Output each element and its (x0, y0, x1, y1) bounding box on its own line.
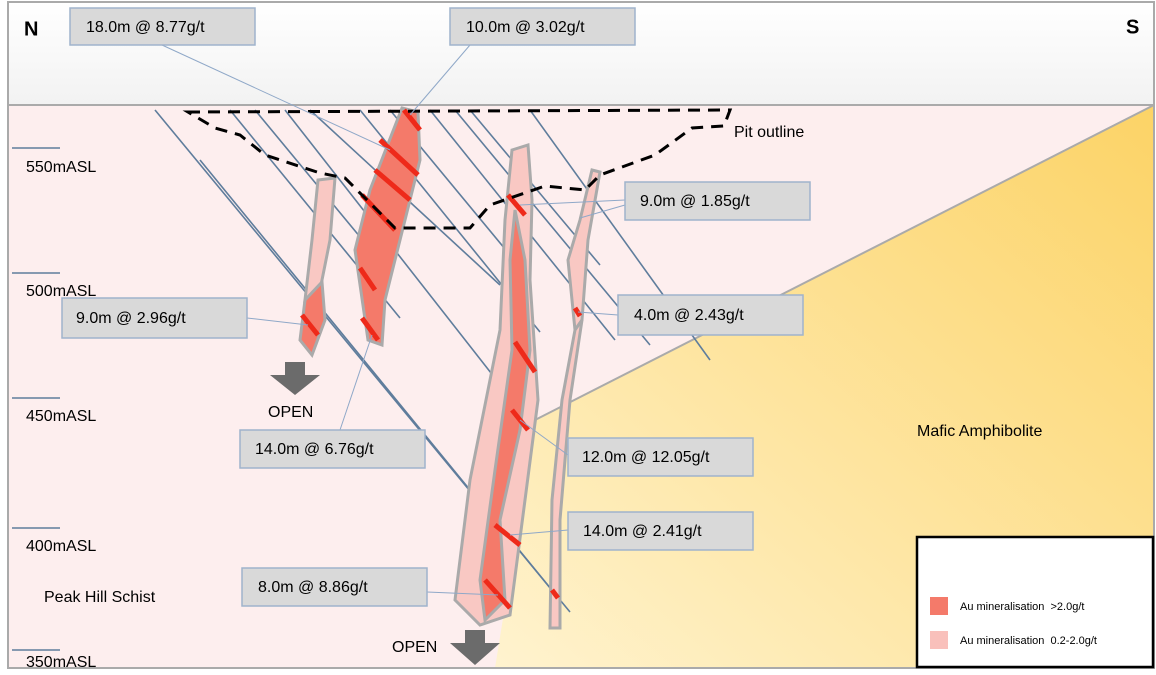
contact (534, 104, 1155, 421)
elevation-label: 500mASL (26, 283, 96, 300)
legend (915, 535, 1155, 669)
open-label: OPEN (268, 404, 313, 421)
intercept-boxes (61, 7, 811, 607)
intercept-cuts-part (378, 138, 420, 177)
leader-lines-part (519, 199, 626, 206)
leader-lines-part (246, 317, 309, 326)
legend-part (915, 535, 1155, 669)
intercept-label: 8.0m @ 8.86g/t (258, 579, 368, 596)
intercept-label: 10.0m @ 3.02g/t (466, 19, 585, 36)
leader-lines-part (579, 204, 626, 219)
leader-lines-part (426, 591, 499, 596)
intercept-label: 14.0m @ 2.41g/t (583, 523, 702, 540)
intercept-label: 12.0m @ 12.05g/t (582, 449, 710, 466)
intercept-boxes-part (624, 181, 811, 221)
intercept-boxes-part (241, 567, 428, 607)
open-arrow (270, 362, 320, 395)
intercept-label: 14.0m @ 6.76g/t (255, 441, 374, 458)
intercept-label: 9.0m @ 2.96g/t (76, 310, 186, 327)
legend-label: Au mineralisation >2.0g/t (960, 601, 1084, 613)
intercept-boxes-part (567, 437, 754, 477)
drill-holes-part (284, 109, 521, 411)
intercept-cuts-part (373, 168, 412, 202)
leader-lines-part (339, 334, 373, 431)
elevation-label: 350mASL (26, 654, 96, 670)
leader-lines-part (509, 529, 569, 536)
intercept-cuts-part (359, 316, 381, 342)
intercept-cuts-part (402, 108, 422, 132)
intercept-cuts-part (512, 340, 538, 374)
intercept-boxes-part (239, 429, 426, 469)
ore-bodies-part (298, 278, 327, 359)
intercept-boxes-part (61, 297, 248, 339)
intercept-cuts-part (357, 266, 378, 292)
ore-bodies-part (548, 319, 584, 630)
leader-lines-part (409, 44, 471, 116)
elevation-ticks (12, 147, 60, 651)
drill-holes-part (254, 109, 376, 256)
intercept-label: 9.0m @ 1.85g/t (640, 193, 750, 210)
intercept-cuts-part (506, 193, 527, 217)
elevation-label: 450mASL (26, 408, 96, 425)
intercept-cuts-part (550, 588, 560, 600)
intercept-boxes-part (69, 7, 256, 46)
legend-part (930, 597, 948, 615)
leader-lines (161, 44, 626, 596)
frame (7, 104, 1155, 669)
leader-lines-part (161, 44, 391, 151)
intercept-cuts-part (493, 523, 522, 547)
leader-lines-part (577, 311, 619, 316)
intercept-boxes-part (567, 511, 754, 551)
legend-label: Au mineralisation 0.2-2.0g/t (960, 635, 1097, 647)
open-arrow (450, 630, 500, 665)
unit-label: Mafic Amphibolite (917, 423, 1042, 440)
south-label: S (1126, 16, 1139, 38)
elevation-label: 550mASL (26, 159, 96, 176)
pit-outline (182, 108, 733, 230)
unit-label: Peak Hill Schist (44, 589, 156, 606)
north-label: N (24, 18, 38, 40)
intercept-label: 4.0m @ 2.43g/t (634, 307, 744, 324)
intercept-cuts-part (572, 306, 583, 318)
pit-label: Pit outline (734, 124, 804, 141)
leader-lines-part (519, 419, 569, 456)
open-label: OPEN (392, 639, 437, 656)
intercept-boxes-part (617, 294, 804, 336)
intercept-boxes-part (449, 7, 636, 46)
elevation-label: 400mASL (26, 538, 96, 555)
intercept-cuts-part (483, 578, 512, 610)
intercept-cuts-part (300, 313, 320, 337)
ore-bodies-part (478, 209, 532, 624)
legend-part (930, 631, 948, 649)
intercept-label: 18.0m @ 8.77g/t (86, 19, 205, 36)
